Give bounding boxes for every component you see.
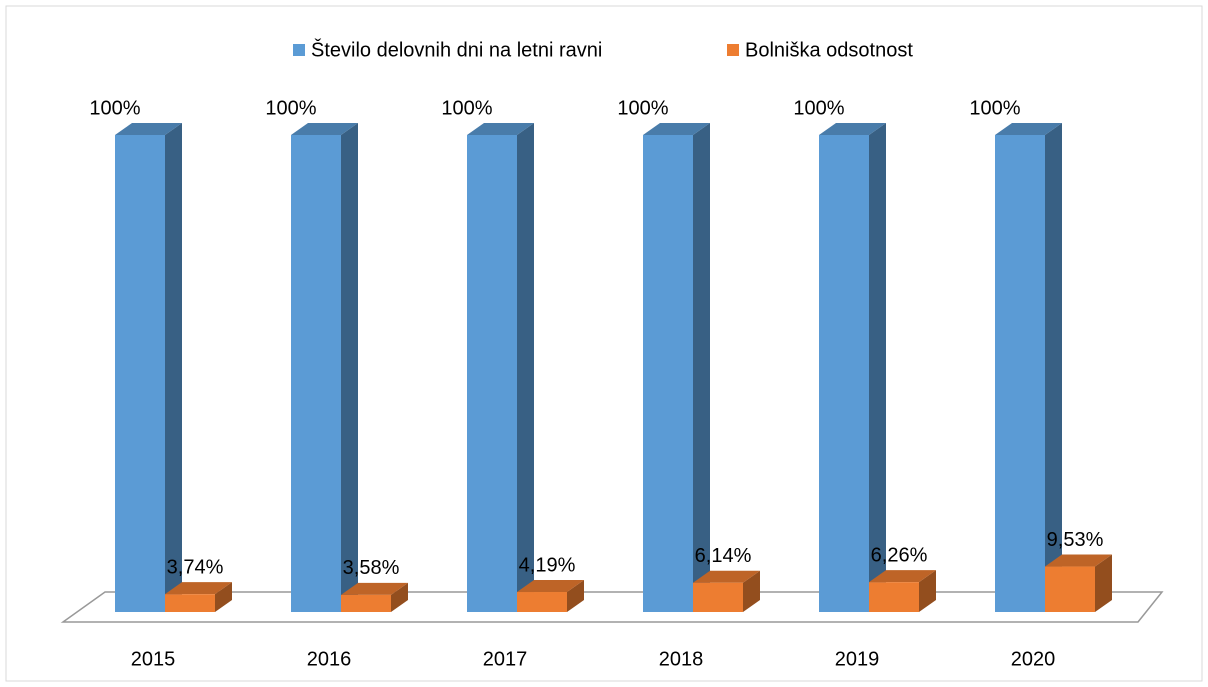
- x-tick-label: 2019: [835, 648, 880, 670]
- bar: [165, 594, 215, 612]
- data-label: 100%: [617, 97, 668, 119]
- bar-side: [215, 582, 232, 612]
- bar: [869, 582, 919, 612]
- data-label: 100%: [89, 97, 140, 119]
- bar: [819, 135, 869, 612]
- bar: [1045, 566, 1095, 612]
- bar-top: [869, 570, 936, 583]
- bar: [291, 135, 341, 612]
- legend-swatch: [727, 44, 739, 56]
- bar: [995, 135, 1045, 612]
- bar-side: [743, 570, 760, 612]
- bar-top: [341, 582, 408, 595]
- bar-top: [115, 123, 182, 135]
- bar: [467, 135, 517, 612]
- bar-side: [165, 123, 182, 612]
- x-tick-label: 2015: [131, 648, 176, 670]
- bar-side: [1095, 554, 1112, 612]
- bar: [643, 135, 693, 612]
- bar: [517, 592, 567, 612]
- bar-side: [391, 582, 408, 612]
- bar-top: [643, 123, 710, 135]
- bar-top: [1045, 554, 1112, 567]
- data-label: 6,26%: [871, 544, 928, 566]
- bar-side: [869, 123, 886, 612]
- bar-top: [693, 570, 760, 583]
- x-tick-label: 2017: [483, 648, 528, 670]
- bar-top: [517, 580, 584, 593]
- data-label: 100%: [969, 97, 1020, 119]
- legend-swatch: [293, 44, 305, 56]
- x-tick-label: 2020: [1011, 648, 1056, 670]
- data-label: 6,14%: [695, 545, 752, 567]
- bar-side: [517, 123, 534, 612]
- data-label: 100%: [441, 97, 492, 119]
- legend-label: Bolniška odsotnost: [745, 39, 913, 61]
- bar-side: [693, 123, 710, 612]
- bar-side: [1045, 123, 1062, 612]
- data-label: 100%: [265, 97, 316, 119]
- data-label: 4,19%: [519, 554, 576, 576]
- bar-side: [341, 123, 358, 612]
- bar: [115, 135, 165, 612]
- data-label: 3,58%: [343, 557, 400, 579]
- legend-label: Število delovnih dni na letni ravni: [311, 38, 602, 61]
- bar-side: [567, 580, 584, 612]
- bar-top: [291, 123, 358, 135]
- bar-top: [165, 582, 232, 595]
- bar-top: [995, 123, 1062, 135]
- bar: [693, 582, 743, 612]
- data-label: 3,74%: [167, 556, 224, 578]
- bar: [341, 594, 391, 612]
- bar-top: [819, 123, 886, 135]
- bar-top: [467, 123, 534, 135]
- x-tick-label: 2016: [307, 648, 352, 670]
- x-tick-label: 2018: [659, 648, 704, 670]
- data-label: 9,53%: [1047, 529, 1104, 551]
- data-label: 100%: [793, 97, 844, 119]
- bar-side: [919, 570, 936, 612]
